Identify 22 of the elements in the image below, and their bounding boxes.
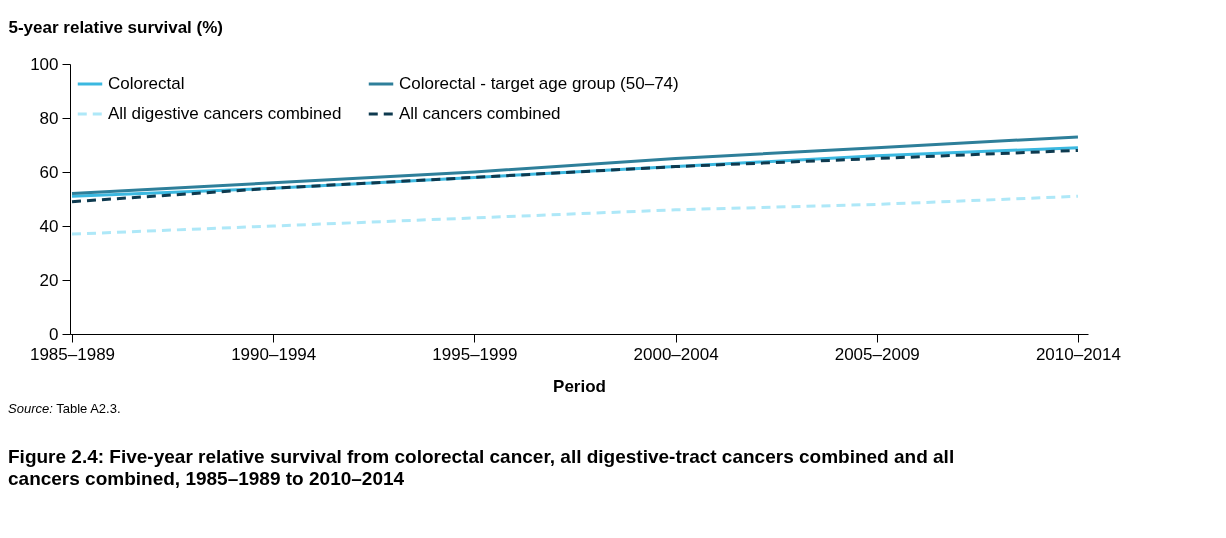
y-tick-label: 20 bbox=[39, 270, 59, 290]
line-series bbox=[70, 194, 1080, 236]
legend-label: All cancers combined bbox=[399, 104, 561, 123]
text: Figure 2.4: Five-year relative survival from colorectal cancer, all digestive-tract cancers combined and all cancers combined, 1985–1989 to 2010–2014 bbox=[8, 446, 956, 490]
x-tick-label: 2010–2014 bbox=[1035, 344, 1121, 364]
x-axis-title: Period bbox=[553, 376, 606, 396]
y-tick-label: 100 bbox=[30, 54, 59, 74]
y-axis-title: 5-year relative survival (%) bbox=[8, 17, 224, 37]
x-tick-label: 1990–1994 bbox=[231, 344, 317, 364]
x-tick-label: 1985–1989 bbox=[29, 344, 116, 364]
x-tick-label: 2005–2009 bbox=[834, 344, 920, 364]
source-note: Source: Table A2.3. bbox=[8, 401, 122, 416]
legend-label: All digestive cancers combined bbox=[108, 104, 342, 123]
legend-label: Colorectal bbox=[108, 74, 185, 93]
y-tick-label: 0 bbox=[49, 324, 59, 344]
legend-label: Colorectal - target age group (50–74) bbox=[399, 74, 679, 93]
y-tick-label: 80 bbox=[39, 108, 59, 128]
line-series bbox=[70, 135, 1080, 196]
y-tick-label: 40 bbox=[39, 216, 59, 236]
x-tick-label: 1995–1999 bbox=[432, 344, 518, 364]
y-tick-label: 60 bbox=[39, 162, 59, 182]
x-tick-label: 2000–2004 bbox=[633, 344, 719, 364]
